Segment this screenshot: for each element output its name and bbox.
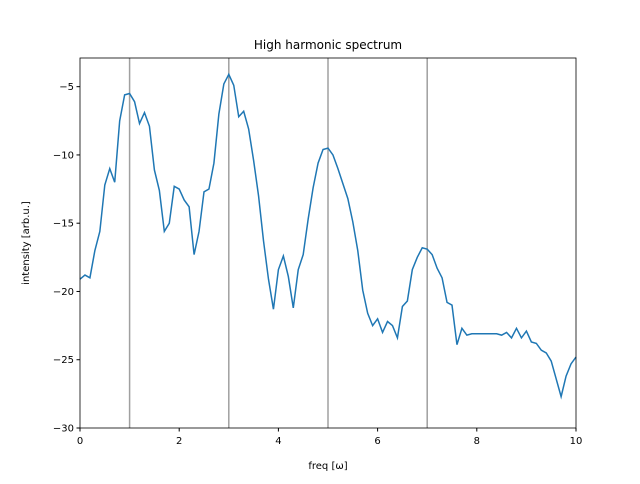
chart-title: High harmonic spectrum xyxy=(254,38,402,52)
x-tick-label: 0 xyxy=(77,436,83,447)
y-tick-label: −10 xyxy=(53,150,74,161)
y-tick-label: −15 xyxy=(53,219,74,230)
x-tick-label: 8 xyxy=(474,436,480,447)
y-tick-label: −5 xyxy=(59,82,74,93)
x-tick-label: 2 xyxy=(176,436,182,447)
y-tick-label: −20 xyxy=(53,287,74,298)
x-tick-label: 6 xyxy=(374,436,380,447)
y-axis-label: intensity [arb.u.] xyxy=(21,201,32,285)
x-axis-label: freq [ω] xyxy=(308,461,347,472)
x-tick-label: 10 xyxy=(570,436,583,447)
plot-frame xyxy=(79,57,577,429)
y-tick-label: −25 xyxy=(53,355,74,366)
x-tick-label: 4 xyxy=(275,436,281,447)
y-tick-label: −30 xyxy=(53,424,74,435)
data-line xyxy=(79,72,577,400)
